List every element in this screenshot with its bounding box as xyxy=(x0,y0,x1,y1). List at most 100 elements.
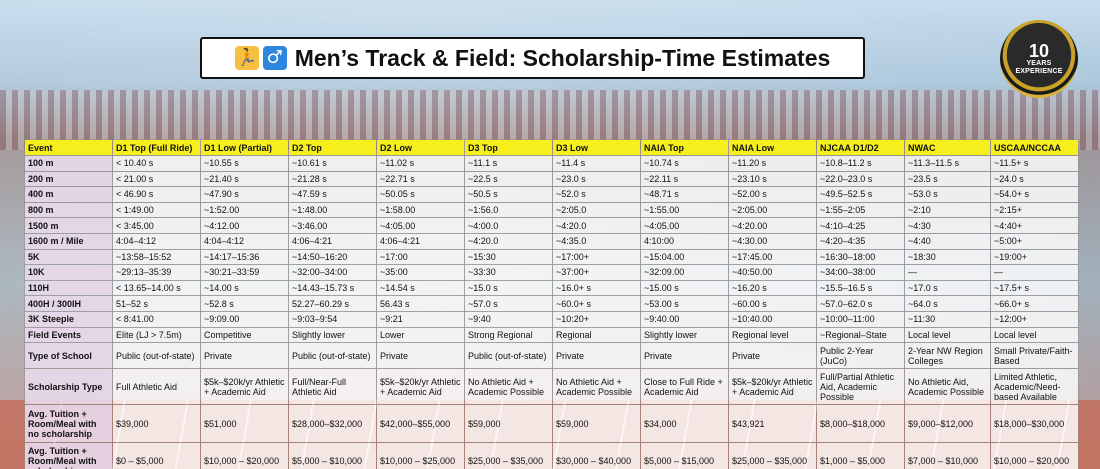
table-cell: ~53.0 s xyxy=(904,186,991,203)
table-cell: ~11.4 s xyxy=(552,155,641,172)
table-cell: ~15.00 s xyxy=(640,279,729,297)
column-header: D3 Low xyxy=(552,139,641,156)
table-cell: 4:04–4:12 xyxy=(200,232,289,250)
table-cell: Private xyxy=(728,342,817,370)
table-cell: ~10.55 s xyxy=(200,155,289,172)
table-cell: ~10.74 s xyxy=(640,155,729,172)
table-cell: 4:06–4:21 xyxy=(376,232,465,250)
table-row: 100 m < 10.40 s ~10.55 s ~10.61 s ~11.02 s ~1… xyxy=(24,155,1079,172)
table-cell: ~18:30 xyxy=(904,248,991,266)
table-cell: Competitive xyxy=(200,326,289,344)
row-label: Scholarship Type xyxy=(24,368,113,406)
table-cell: ~50.05 s xyxy=(376,186,465,203)
table-cell: ~11.02 s xyxy=(376,155,465,172)
table-cell: Elite (LJ > 7.5m) xyxy=(112,326,201,344)
table-cell: ~52.0 s xyxy=(552,186,641,203)
table-cell: $39,000 xyxy=(112,404,201,444)
table-cell: ~2:15+ xyxy=(990,201,1079,219)
table-cell: Strong Regional xyxy=(464,326,553,344)
table-cell: 4:04–4:12 xyxy=(112,232,201,250)
male-sign-icon: ♂ xyxy=(262,46,287,70)
badge-line1: YEARS xyxy=(1026,60,1052,67)
table-row: Avg. Tuition + Room/Meal with scholarshi… xyxy=(24,442,1079,469)
table-cell: ~4:05.00 xyxy=(640,217,729,234)
table-cell: ~11:30 xyxy=(904,310,991,328)
table-cell: ~10:20+ xyxy=(552,310,641,328)
table-cell: Private xyxy=(200,342,289,370)
table-cell: $42,000–$55,000 xyxy=(376,404,465,444)
table-cell: ~19:00+ xyxy=(990,248,1079,266)
table-cell: ~33:30 xyxy=(464,264,553,281)
row-label: Avg. Tuition + Room/Meal with no scholar… xyxy=(24,404,113,444)
column-header: D1 Low (Partial) xyxy=(200,139,289,156)
table-cell: ~30:21–33:59 xyxy=(200,264,289,281)
table-cell: Close to Full Ride + Academic Aid xyxy=(640,368,729,406)
table-cell: ~5:00+ xyxy=(990,232,1079,250)
table-cell: 52.27–60.29 s xyxy=(288,295,377,312)
row-label: 1600 m / Mile xyxy=(24,232,113,250)
table-cell: — xyxy=(904,264,991,281)
table-cell: ~23.0 s xyxy=(552,170,641,188)
row-label: 100 m xyxy=(24,155,113,172)
table-row: Avg. Tuition + Room/Meal with no scholar… xyxy=(24,404,1079,444)
column-header: D2 Low xyxy=(376,139,465,156)
column-header: NJCAA D1/D2 xyxy=(816,139,905,156)
table-cell: $5k–$20k/yr Athletic + Academic Aid xyxy=(200,368,289,406)
row-label: 400 m xyxy=(24,186,113,203)
table-cell: ~32:09.00 xyxy=(640,264,729,281)
table-cell: ~21.40 s xyxy=(200,170,289,188)
table-cell: < 10.40 s xyxy=(112,155,201,172)
column-header: NWAC xyxy=(904,139,991,156)
table-cell: $25,000 – $35,000 xyxy=(728,442,817,469)
table-cell: ~4:20.0 xyxy=(552,217,641,234)
experience-badge: 10 YEARS EXPERIENCE xyxy=(1000,20,1078,98)
table-cell: ~1:52.00 xyxy=(200,201,289,219)
table-cell: ~1:58.00 xyxy=(376,201,465,219)
table-cell: $28,000–$32,000 xyxy=(288,404,377,444)
table-cell: ~9:09.00 xyxy=(200,310,289,328)
table-row: 800 m < 1:49.00 ~1:52.00 ~1:48.00 ~1:58.00 ~1… xyxy=(24,201,1079,219)
table-cell: ~4:20.0 xyxy=(464,232,553,250)
table-cell: $59,000 xyxy=(552,404,641,444)
table-cell: $34,000 xyxy=(640,404,729,444)
table-cell: ~11.20 s xyxy=(728,155,817,172)
table-cell: ~4:20–4:35 xyxy=(816,232,905,250)
table-cell: ~52.8 s xyxy=(200,295,289,312)
table-cell: ~2:10 xyxy=(904,201,991,219)
table-row: Type of School Public (out-of-state) Priva… xyxy=(24,342,1079,370)
table-cell: ~2:05.0 xyxy=(552,201,641,219)
table-cell: $5k–$20k/yr Athletic + Academic Aid xyxy=(728,368,817,406)
table-cell: ~49.5–52.5 s xyxy=(816,186,905,203)
table-cell: < 21.00 s xyxy=(112,170,201,188)
table-cell: ~52.00 s xyxy=(728,186,817,203)
table-cell: ~14.00 s xyxy=(200,279,289,297)
table-cell: ~9:40 xyxy=(464,310,553,328)
row-label: 400H / 300IH xyxy=(24,295,113,312)
table-cell: $5,000 – $10,000 xyxy=(288,442,377,469)
table-cell: ~35:00 xyxy=(376,264,465,281)
table-cell: ~4:35.0 xyxy=(552,232,641,250)
column-header: Event xyxy=(24,139,113,156)
table-cell: ~2:05.00 xyxy=(728,201,817,219)
table-cell: ~60.00 s xyxy=(728,295,817,312)
table-cell: Slightly lower xyxy=(640,326,729,344)
table-cell: ~16.20 s xyxy=(728,279,817,297)
table-cell: ~Regional–State xyxy=(816,326,905,344)
table-cell: — xyxy=(990,264,1079,281)
table-cell: ~29:13–35:39 xyxy=(112,264,201,281)
table-cell: ~17:45.00 xyxy=(728,248,817,266)
table-cell: ~57.0–62.0 s xyxy=(816,295,905,312)
table-cell: $0 – $5,000 xyxy=(112,442,201,469)
table-cell: ~66.0+ s xyxy=(990,295,1079,312)
table-cell: ~3:46.00 xyxy=(288,217,377,234)
table-cell: ~10.61 s xyxy=(288,155,377,172)
scholarship-table-container: Event D1 Top (Full Ride) D1 Low (Partial) D… xyxy=(24,139,1079,469)
table-cell: < 1:49.00 xyxy=(112,201,201,219)
table-cell: ~4:05.00 xyxy=(376,217,465,234)
table-cell: $1,000 – $5,000 xyxy=(816,442,905,469)
table-cell: No Athletic Aid, Academic Possible xyxy=(904,368,991,406)
column-header: NAIA Top xyxy=(640,139,729,156)
table-cell: ~22.71 s xyxy=(376,170,465,188)
table-row: 1600 m / Mile 4:04–4:12 4:04–4:12 4:06–4:21… xyxy=(24,232,1079,250)
